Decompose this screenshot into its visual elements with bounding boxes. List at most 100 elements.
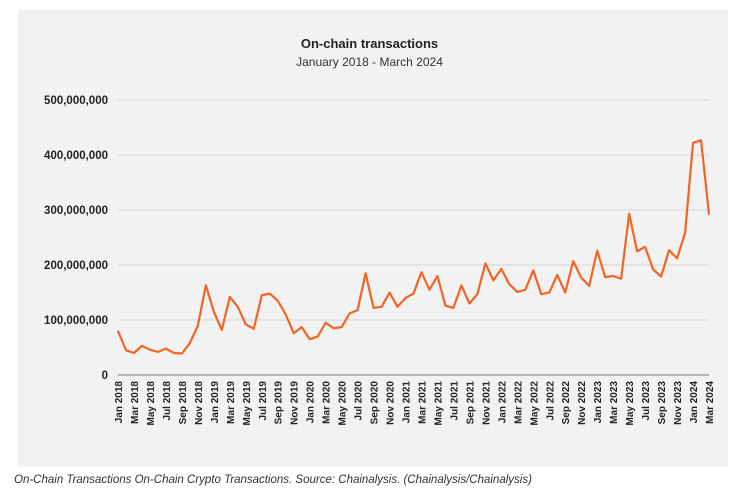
x-tick-label: Mar 2020 — [322, 381, 333, 424]
data-point — [580, 276, 583, 279]
data-point — [380, 306, 383, 308]
x-tick-label: Mar 2019 — [226, 381, 237, 424]
x-tick-label: Jan 2020 — [306, 381, 317, 424]
data-point — [236, 306, 239, 308]
y-axis-ticks: 0 100,000,000 200,000,000 300,000,000 400,00… — [44, 95, 108, 382]
data-point — [364, 272, 367, 275]
x-tick-label: May 2022 — [529, 381, 540, 426]
x-axis-ticks: Jan 2018 Mar 2018 May 2018 Jul 2018 Sep 2018… — [114, 381, 716, 426]
data-point — [260, 294, 263, 297]
x-tick-label: May 2023 — [625, 381, 636, 426]
data-point — [141, 345, 143, 347]
data-point — [500, 268, 503, 270]
chart-title: On-chain transactions — [300, 36, 439, 51]
data-point — [340, 326, 343, 328]
x-tick-label: Jan 2018 — [114, 381, 125, 424]
data-point — [133, 352, 135, 354]
data-point — [452, 307, 455, 309]
data-point — [189, 342, 191, 344]
data-point — [356, 309, 359, 311]
line-chart: 0 100,000,000 200,000,000 300,000,000 400,00… — [44, 95, 716, 426]
data-point — [700, 139, 702, 141]
data-point — [444, 304, 447, 307]
data-point — [492, 279, 495, 282]
x-tick-label: Mar 2021 — [417, 381, 428, 424]
data-point — [348, 312, 351, 315]
data-point — [125, 349, 127, 352]
data-point — [404, 297, 407, 299]
data-point — [684, 232, 686, 234]
data-point — [412, 292, 415, 295]
series-group — [116, 139, 711, 355]
x-tick-label: Jan 2019 — [210, 381, 221, 424]
data-point — [468, 302, 471, 305]
data-point — [276, 299, 279, 302]
data-point — [556, 274, 559, 276]
y-tick-label: 500,000,000 — [44, 95, 108, 107]
x-tick-label: Jan 2023 — [593, 381, 604, 424]
data-point — [540, 293, 543, 295]
data-point — [308, 338, 311, 341]
data-point — [476, 293, 479, 295]
data-point — [548, 291, 551, 294]
data-point — [676, 257, 678, 260]
gridlines — [118, 99, 709, 376]
data-point — [660, 275, 662, 278]
data-point — [268, 292, 271, 295]
x-tick-label: Nov 2020 — [386, 381, 397, 425]
x-tick-label: Sep 2023 — [657, 381, 668, 425]
data-point — [524, 288, 527, 291]
data-point — [516, 291, 519, 293]
data-point — [332, 327, 335, 330]
data-point — [508, 283, 511, 286]
data-point — [157, 351, 159, 353]
data-point — [388, 291, 391, 294]
figure-caption: On-Chain Transactions On-Chain Crypto Tr… — [14, 474, 532, 486]
x-tick-label: Mar 2018 — [130, 381, 141, 424]
x-tick-label: Nov 2022 — [577, 381, 588, 425]
data-point — [181, 352, 183, 355]
data-point — [708, 213, 710, 216]
chart-panel — [18, 10, 728, 467]
data-point — [300, 326, 303, 328]
data-point — [149, 348, 151, 351]
x-tick-label: Nov 2019 — [290, 381, 301, 425]
x-tick-label: Jul 2023 — [641, 381, 652, 421]
series-line — [116, 139, 711, 355]
x-tick-label: Jul 2018 — [162, 381, 173, 421]
x-tick-label: Sep 2020 — [370, 381, 381, 425]
data-point — [636, 250, 638, 253]
data-point — [572, 260, 575, 262]
x-tick-label: Jul 2022 — [545, 381, 556, 421]
chart-subtitle: January 2018 - March 2024 — [296, 55, 443, 69]
data-point — [324, 321, 327, 324]
data-point — [564, 291, 567, 294]
data-point — [221, 329, 223, 331]
data-point — [652, 268, 654, 271]
x-tick-label: Jan 2024 — [689, 381, 700, 424]
data-point — [316, 335, 319, 338]
data-point — [692, 142, 694, 144]
data-point — [604, 276, 606, 278]
x-tick-label: Mar 2024 — [705, 381, 716, 424]
x-tick-label: Mar 2022 — [513, 381, 524, 424]
data-point — [165, 347, 167, 350]
data-point — [420, 271, 423, 273]
data-point — [628, 213, 630, 215]
data-point — [620, 277, 622, 280]
x-tick-label: Sep 2022 — [561, 381, 572, 425]
data-point — [588, 285, 591, 287]
y-tick-label: 0 — [102, 370, 108, 382]
x-tick-label: Nov 2023 — [673, 381, 684, 425]
data-point — [252, 328, 255, 330]
x-tick-label: May 2018 — [146, 381, 157, 426]
data-point — [117, 330, 119, 332]
x-tick-label: May 2021 — [433, 381, 444, 426]
x-tick-label: Mar 2023 — [609, 381, 620, 424]
data-point — [612, 275, 614, 277]
data-point — [244, 323, 247, 326]
data-point — [428, 288, 431, 291]
data-point — [436, 275, 439, 277]
data-point — [532, 269, 535, 272]
x-tick-label: Jan 2022 — [497, 381, 508, 424]
